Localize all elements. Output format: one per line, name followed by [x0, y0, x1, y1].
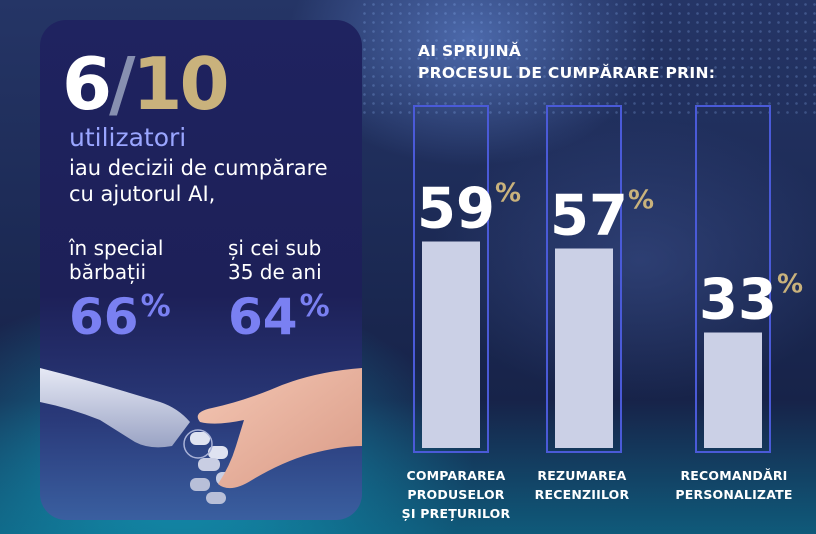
category-label-3-line-2: PERSONALIZATE [675, 487, 793, 502]
bar-frame-1 [413, 105, 489, 453]
users-label: utilizatori [69, 123, 187, 152]
bar-1 [422, 241, 480, 448]
bar-2 [555, 248, 613, 448]
category-label-1: COMPARAREA PRODUSELOR ȘI PREȚURILOR [381, 466, 531, 523]
stat-card: 6/10 utilizatori iau decizii de cumpărar… [40, 20, 362, 520]
category-label-2-line-1: REZUMAREA [537, 468, 627, 483]
under-35-percent: 64% [228, 289, 330, 343]
category-label-2: REZUMAREA RECENZIILOR [507, 466, 657, 504]
description-line-1: iau decizii de cumpărare [69, 156, 328, 180]
hero-stat: 6/10 [62, 48, 230, 120]
handshake-illustration [40, 368, 362, 504]
bar-frame-3 [695, 105, 771, 453]
men-percent-symbol: % [140, 289, 171, 324]
hero-stat-slash: / [109, 42, 135, 126]
category-label-1-line-2: PRODUSELOR [407, 487, 505, 502]
under-35-percent-value: 64 [228, 288, 298, 346]
value-percent-3: % [777, 270, 803, 300]
bar-3 [704, 332, 762, 448]
value-label-2: 57 [550, 184, 628, 249]
chart-title-line-2: PROCESUL DE CUMPĂRARE PRIN: [418, 64, 716, 82]
value-label-1: 59 [417, 177, 495, 242]
hero-stat-denominator: 10 [132, 42, 229, 126]
category-label-3-line-1: RECOMANDĂRI [680, 468, 788, 483]
chart-title: AI SPRIJINĂ PROCESUL DE CUMPĂRARE PRIN: [418, 40, 715, 84]
under-35-label-line-1: și cei sub [228, 236, 322, 260]
category-label-3: RECOMANDĂRI PERSONALIZATE [659, 466, 809, 504]
men-percent-value: 66 [69, 288, 139, 346]
bar-frame-2 [546, 105, 622, 453]
hero-stat-numerator: 6 [62, 42, 112, 126]
description-line-2: cu ajutorul AI, [69, 182, 216, 206]
men-label-line-1: în special [69, 236, 164, 260]
background-pattern [360, 0, 816, 120]
under-35-label: și cei sub 35 de ani [228, 236, 358, 284]
robot-hand-icon [40, 368, 238, 504]
value-percent-1: % [495, 179, 521, 209]
category-label-2-line-2: RECENZIILOR [534, 487, 630, 502]
under-35-label-line-2: 35 de ani [228, 260, 322, 284]
description: iau decizii de cumpărare cu ajutorul AI, [69, 155, 359, 207]
category-label-1-line-3: ȘI PREȚURILOR [401, 506, 511, 521]
men-label: în special bărbații [69, 236, 199, 284]
value-label-3: 33 [699, 268, 777, 333]
category-label-1-line-1: COMPARAREA [406, 468, 506, 483]
men-label-line-2: bărbații [69, 260, 147, 284]
value-percent-2: % [628, 186, 654, 216]
human-hand-icon [197, 368, 362, 489]
men-percent: 66% [69, 289, 171, 343]
chart-title-line-1: AI SPRIJINĂ [418, 42, 522, 60]
under-35-percent-symbol: % [299, 289, 330, 324]
